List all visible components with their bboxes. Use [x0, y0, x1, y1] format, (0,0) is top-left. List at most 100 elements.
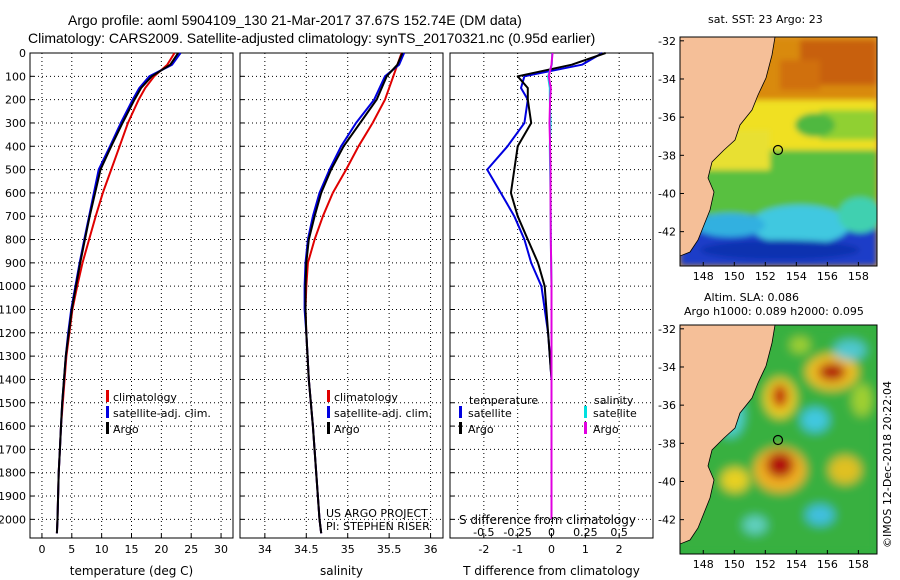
sla-map-title-2: Argo h1000: 0.089 h2000: 0.095: [684, 305, 864, 318]
s-tick-label: -0.25: [503, 526, 531, 539]
legend-swatch-t-argo: [459, 422, 462, 434]
y-tick-label: 600: [5, 187, 26, 200]
legend-temperature-title: temperature: [469, 394, 538, 407]
map-y-tick-label: -40: [658, 475, 676, 488]
y-tick-label: 800: [5, 234, 26, 247]
sst-map: sat. SST: 23 Argo: 23: [679, 13, 878, 267]
map-y-tick-label: -36: [658, 399, 676, 412]
y-tick-label: 900: [5, 257, 26, 270]
x-tick-label: 5: [68, 543, 75, 556]
x-tick-label: 2: [616, 543, 623, 556]
x-tick-label: 0: [548, 543, 555, 556]
y-tick-label: 500: [5, 164, 26, 177]
x-axis-label: temperature (deg C): [70, 564, 193, 578]
sst-map-image: [680, 37, 877, 266]
imos-credit: ©IMOS 12-Dec-2018 20:22:04: [881, 381, 894, 548]
x-axis-label: salinity: [320, 564, 363, 578]
map-x-tick-label: 152: [755, 270, 776, 283]
sla-profile-marker: [772, 434, 784, 446]
legend-salinity-title: salinity: [594, 394, 634, 407]
legend-satellite: satellite-adj. clim.: [113, 407, 211, 420]
map-y-tick-label: -32: [658, 35, 676, 48]
map-y-tick-label: -42: [658, 226, 676, 239]
x-tick-label: 1: [582, 543, 589, 556]
legend-swatch-satellite: [327, 406, 330, 418]
map-y-tick-label: -32: [658, 323, 676, 336]
title-line-2: Climatology: CARS2009. Satellite-adjuste…: [28, 30, 595, 46]
map-x-tick-label: 158: [848, 270, 869, 283]
s-tick-label: 0.25: [573, 526, 598, 539]
sla-map-image: [680, 325, 877, 554]
x-tick-label: -2: [478, 543, 489, 556]
s-tick-label: 0.5: [610, 526, 628, 539]
x-tick-label: 10: [95, 543, 109, 556]
x-tick-label: 36: [424, 543, 438, 556]
legend-climatology: climatology: [334, 391, 398, 404]
y-tick-label: 1800: [0, 467, 26, 480]
x-tick-label: 35.5: [377, 543, 402, 556]
y-tick-label: 1700: [0, 443, 26, 456]
x-tick-label: 30: [214, 543, 228, 556]
series-line: [55, 52, 179, 534]
legend-swatch-argo: [106, 422, 109, 434]
x-tick-label: 34: [258, 543, 272, 556]
s-difference-label: S difference from climatology: [459, 513, 636, 527]
plot-frame: [239, 52, 444, 539]
map-x-tick-label: 150: [724, 270, 745, 283]
x-tick-label: 34.5: [294, 543, 319, 556]
map-y-tick-label: -42: [658, 514, 676, 527]
map-y-tick-label: -34: [658, 361, 676, 374]
x-tick-label: 15: [125, 543, 139, 556]
map-x-tick-label: 152: [755, 558, 776, 571]
x-tick-label: 35: [341, 543, 355, 556]
series-line: [304, 52, 404, 534]
s-tick-label: -0.5: [473, 526, 494, 539]
project-annotation: US ARGO PROJECT: [326, 507, 428, 520]
legend-s-argo: Argo: [593, 423, 619, 436]
sla-map: Altim. SLA: 0.086 Argo h1000: 0.089 h200…: [679, 291, 878, 555]
legend-swatch-t-satellite: [459, 406, 462, 418]
legend-argo: Argo: [334, 423, 360, 436]
title-line-1: Argo profile: aoml 5904109_130 21-Mar-20…: [68, 12, 522, 28]
map-y-tick-label: -40: [658, 187, 676, 200]
legend-satellite: satellite-adj. clim.: [334, 407, 432, 420]
legend-argo: Argo: [113, 423, 139, 436]
y-tick-label: 2000: [0, 513, 26, 526]
y-tick-label: 1200: [0, 327, 26, 340]
x-tick-label: 20: [154, 543, 168, 556]
map-y-tick-label: -38: [658, 149, 676, 162]
map-x-tick-label: 154: [786, 558, 807, 571]
map-y-tick-label: -36: [658, 111, 676, 124]
sst-profile-marker: [772, 144, 784, 156]
salinity-legend: climatology satellite-adj. clim. Argo US…: [326, 390, 432, 533]
sla-map-title-1: Altim. SLA: 0.086: [704, 291, 799, 304]
y-tick-label: 1400: [0, 373, 26, 386]
y-tick-label: 700: [5, 210, 26, 223]
y-tick-label: 1300: [0, 350, 26, 363]
sst-map-title: sat. SST: 23 Argo: 23: [708, 13, 823, 26]
y-tick-label: 1600: [0, 420, 26, 433]
legend-swatch-climatology: [327, 390, 330, 402]
map-axes: 148 150 152 154 156 158 -32 -34 -36 -38 -40 -42 148 1…: [658, 35, 869, 571]
legend-swatch-climatology: [106, 390, 109, 402]
legend-s-satellite: satellite: [593, 407, 637, 420]
map-x-tick-label: 158: [848, 558, 869, 571]
temperature-legend: climatology satellite-adj. clim. Argo: [106, 390, 211, 436]
salinity-panel: 34 34.5 35 35.5 36 salinity: [239, 52, 444, 578]
legend-swatch-satellite: [106, 406, 109, 418]
y-tick-label: 1900: [0, 490, 26, 503]
difference-panel: -2 -1 0 1 2 -0.5 -0.25 0 0.25 0.5 T difference fro…: [449, 52, 654, 578]
map-x-tick-label: 156: [817, 270, 838, 283]
s-tick-label: 0: [548, 526, 555, 539]
y-tick-label: 1100: [0, 303, 26, 316]
series-line: [547, 52, 554, 520]
x-tick-label: 0: [38, 543, 45, 556]
legend-swatch-argo: [327, 422, 330, 434]
legend-swatch-s-satellite: [584, 406, 587, 418]
legend-t-argo: Argo: [468, 423, 494, 436]
legend-climatology: climatology: [113, 391, 177, 404]
sst-map-frame: [679, 36, 878, 267]
x-tick-label: 25: [184, 543, 198, 556]
map-x-tick-label: 154: [786, 270, 807, 283]
